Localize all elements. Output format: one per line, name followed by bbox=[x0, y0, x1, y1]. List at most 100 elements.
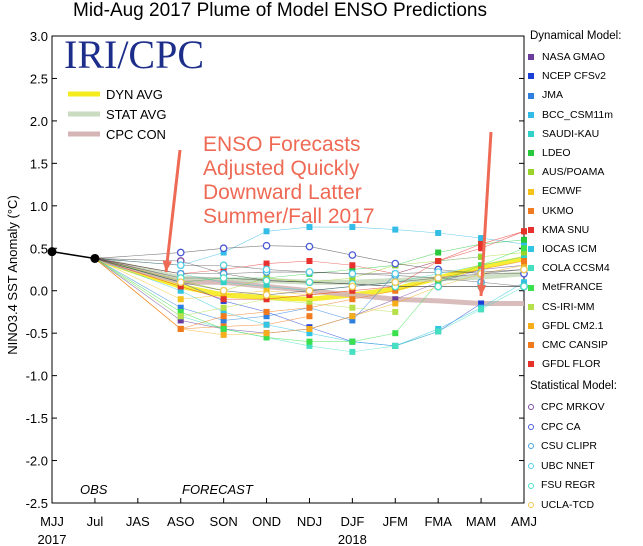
x-tick-label: ASO bbox=[167, 514, 194, 529]
legend-label: CPC MRKOV bbox=[541, 401, 605, 413]
data-point bbox=[349, 348, 356, 355]
data-point bbox=[220, 317, 227, 324]
data-point bbox=[520, 265, 528, 274]
data-point bbox=[262, 291, 271, 299]
data-point bbox=[521, 262, 527, 269]
legend-label: BCC_CSM11m bbox=[542, 108, 613, 121]
legend-square-marker bbox=[528, 73, 534, 80]
data-point bbox=[349, 296, 356, 303]
data-point bbox=[263, 313, 270, 320]
data-point bbox=[263, 334, 270, 341]
data-point bbox=[349, 274, 356, 281]
y-tick-label: 3.0 bbox=[30, 29, 48, 44]
legend-square-marker bbox=[528, 246, 534, 253]
annotation-arrow bbox=[479, 131, 493, 297]
legend-label: SAUDI-KAU bbox=[542, 127, 600, 140]
legend-item: KMA SNU bbox=[528, 224, 589, 236]
x-tick-label: Jul bbox=[87, 514, 104, 529]
data-point bbox=[263, 296, 270, 303]
data-point bbox=[478, 235, 485, 242]
data-point bbox=[349, 313, 356, 320]
legend-square-marker bbox=[528, 265, 534, 272]
x-tick-label: MJJ bbox=[40, 514, 64, 529]
legend-label: CMC CANSIP bbox=[542, 339, 608, 351]
observed-line bbox=[51, 250, 96, 260]
data-point bbox=[478, 253, 485, 260]
legend-square-marker bbox=[528, 111, 534, 118]
legend-circle-marker bbox=[528, 502, 534, 509]
annotation-arrowhead bbox=[162, 260, 172, 272]
data-point bbox=[435, 229, 442, 236]
data-point bbox=[434, 274, 443, 282]
x-tick-label: DJF bbox=[340, 514, 364, 529]
data-point bbox=[306, 304, 313, 311]
x-tick-label: FMA bbox=[424, 514, 452, 529]
data-point bbox=[435, 249, 442, 256]
legend-label: UKMO bbox=[542, 204, 574, 217]
data-point bbox=[521, 236, 527, 243]
y-tick-label: 2.0 bbox=[30, 114, 48, 129]
legend-circle-marker bbox=[528, 443, 534, 450]
data-point bbox=[348, 251, 357, 259]
data-point bbox=[392, 287, 399, 294]
data-point bbox=[521, 241, 527, 248]
data-point bbox=[478, 300, 485, 307]
series-line-ucla-tcd bbox=[94, 258, 525, 296]
data-point bbox=[176, 261, 185, 270]
year-label: 2018 bbox=[338, 532, 367, 546]
legend-label: IOCAS ICM bbox=[542, 243, 597, 255]
x-tick-label: JFM bbox=[383, 514, 408, 529]
forecast-region-label: FORECAST bbox=[182, 482, 254, 497]
data-point bbox=[434, 282, 443, 291]
y-tick-label: -0.5 bbox=[26, 326, 48, 341]
data-point bbox=[219, 286, 228, 295]
data-point bbox=[521, 253, 527, 260]
legend-item: BCC_CSM11m bbox=[528, 109, 613, 121]
y-tick-label: 0.5 bbox=[30, 241, 48, 256]
data-point bbox=[220, 308, 227, 315]
y-tick-label: -2.0 bbox=[26, 454, 48, 469]
legend-label: LDEO bbox=[542, 147, 571, 159]
legend-square-marker bbox=[528, 284, 534, 291]
y-axis-label: NINO3.4 SST Anomaly (°C) bbox=[5, 195, 20, 355]
data-point bbox=[435, 328, 442, 335]
data-point bbox=[262, 265, 271, 274]
data-point bbox=[263, 308, 270, 315]
legend-label: MetFRANCE bbox=[542, 281, 603, 294]
x-tick-label: AMJ bbox=[511, 514, 537, 529]
legend-circle-marker bbox=[528, 482, 534, 489]
legend-item: UBC NNET bbox=[528, 460, 595, 472]
series-line-cmc-cansip bbox=[94, 258, 525, 330]
legend-circle-marker bbox=[528, 404, 534, 411]
data-point bbox=[349, 304, 356, 311]
legend-item: MetFRANCE bbox=[528, 281, 603, 293]
legend-square-marker bbox=[528, 207, 534, 214]
data-point bbox=[348, 269, 357, 278]
iri-cpc-watermark: IRI/CPC bbox=[64, 32, 204, 77]
legend-item: NCEP CFSv2 bbox=[528, 70, 606, 82]
y-tick-label: 1.0 bbox=[30, 199, 48, 214]
legend-item: ECMWF bbox=[528, 185, 582, 197]
data-point bbox=[177, 287, 184, 294]
data-point bbox=[219, 261, 228, 270]
data-point bbox=[349, 262, 356, 269]
data-point bbox=[176, 248, 185, 257]
data-point bbox=[177, 308, 184, 315]
data-point bbox=[220, 266, 227, 273]
legend-item: JMA bbox=[528, 89, 563, 101]
data-point bbox=[220, 291, 227, 298]
x-tick-label: JAS bbox=[126, 514, 150, 529]
data-point bbox=[220, 279, 227, 286]
observed-point bbox=[47, 247, 57, 257]
y-tick-label: -1.0 bbox=[26, 369, 48, 384]
data-point bbox=[305, 268, 314, 276]
data-point bbox=[478, 306, 485, 313]
series-line-ldeo bbox=[94, 239, 525, 283]
series-line-aus-poama bbox=[94, 252, 525, 292]
legend-item: GFDL CM2.1 bbox=[528, 320, 603, 332]
legend-square-marker bbox=[528, 227, 534, 234]
legend-square-marker bbox=[528, 150, 534, 157]
data-point bbox=[220, 296, 227, 303]
y-tick-label: 0.0 bbox=[30, 284, 48, 299]
